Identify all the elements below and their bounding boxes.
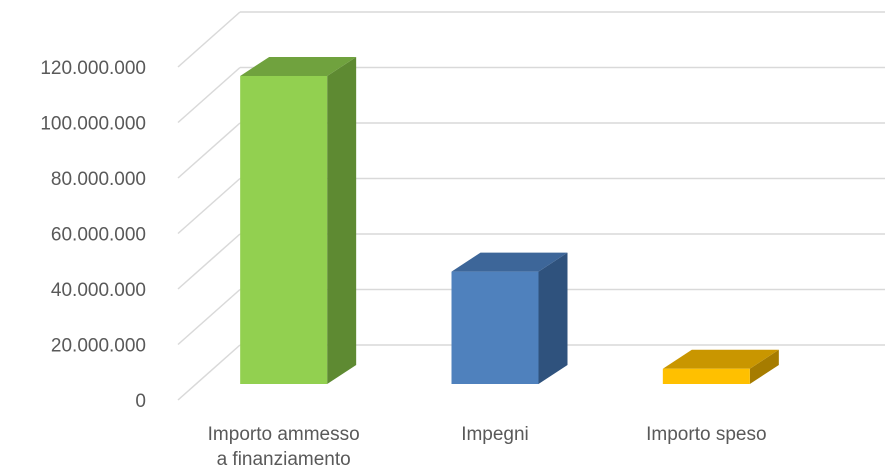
bar-front	[662, 368, 750, 384]
gridline-depth	[177, 177, 241, 235]
x-tick-label: Importo speso	[646, 424, 766, 445]
x-tick-label: Importo ammesso a finanziamento	[208, 424, 360, 467]
y-tick-label: 120.000.000	[40, 58, 146, 79]
bar	[240, 56, 357, 384]
bar	[451, 252, 568, 384]
gridline-depth	[177, 66, 241, 124]
gridline-depth	[177, 233, 241, 290]
bar-side	[749, 349, 779, 384]
y-axis-labels: 0 20.000.000 40.000.000 60.000.000 80.000.00…	[40, 58, 146, 412]
bar-side	[327, 56, 357, 384]
y-tick-label: 80.000.000	[51, 169, 146, 190]
bar-top	[240, 56, 357, 76]
gridline-depth	[177, 11, 241, 68]
bar-top	[451, 252, 568, 272]
bar	[662, 349, 779, 384]
y-tick-label: 0	[135, 391, 146, 412]
y-tick-label: 40.000.000	[51, 280, 146, 301]
x-tick-label: Impegni	[461, 424, 529, 445]
bars	[240, 56, 779, 384]
x-axis-labels: Importo ammesso a finanziamento Impegni Imp…	[208, 424, 767, 467]
gridline-depth	[177, 344, 241, 401]
bar-top	[662, 349, 779, 369]
bar-front	[240, 75, 328, 384]
gridline-depth	[177, 122, 241, 179]
bar-front	[451, 271, 539, 384]
bar-side	[538, 252, 568, 384]
y-tick-label: 100.000.000	[40, 114, 146, 135]
y-tick-label: 20.000.000	[51, 336, 146, 357]
gridline-depth	[177, 288, 241, 346]
y-tick-label: 60.000.000	[51, 225, 146, 246]
